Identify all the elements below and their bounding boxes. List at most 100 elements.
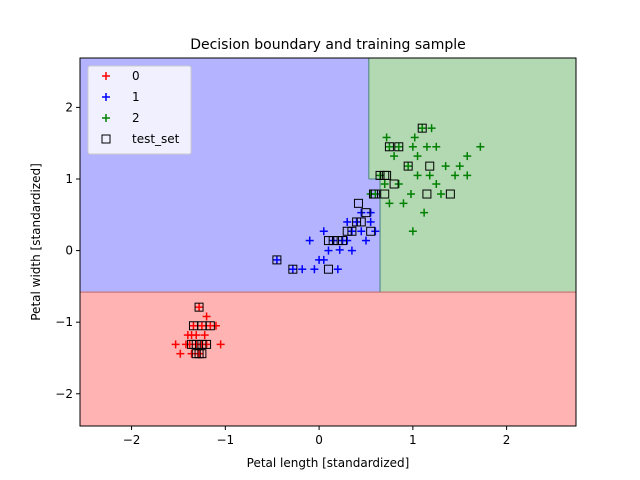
point-class-1-7 — [319, 255, 328, 264]
decision-boundary-lines — [80, 58, 576, 293]
x-tick-label: 0 — [315, 433, 323, 447]
point-class-2-5 — [385, 142, 394, 151]
point-class-1-10 — [333, 265, 342, 274]
test-point-3 — [197, 339, 207, 349]
test-point-28 — [384, 142, 394, 152]
point-class-2-17 — [425, 171, 434, 180]
point-class-2-15 — [420, 208, 429, 217]
test-point-21 — [356, 217, 366, 227]
legend-label-2: 2 — [132, 111, 140, 125]
region-class-2 — [380, 178, 576, 293]
point-class-2-3 — [380, 180, 389, 189]
test-point-6 — [205, 321, 215, 331]
legend-marker-1 — [102, 93, 110, 101]
point-class-1-6 — [319, 227, 328, 236]
test-point-7 — [194, 302, 204, 312]
y-tick-label: 0 — [65, 244, 73, 258]
region-class-0 — [80, 292, 576, 426]
test-point-10 — [187, 339, 197, 349]
test-point-29 — [389, 179, 399, 189]
test-point-9 — [197, 349, 207, 359]
point-class-2-1 — [371, 190, 380, 199]
legend-label-1: 1 — [132, 90, 140, 104]
test-point-18 — [342, 226, 352, 236]
point-class-1-16 — [352, 217, 361, 226]
plot-frame — [79, 57, 577, 427]
x-tick-label: 1 — [409, 433, 417, 447]
test-point-8 — [191, 349, 201, 359]
point-class-1-1 — [288, 265, 297, 274]
point-class-2-29 — [385, 199, 394, 208]
point-class-2-4 — [382, 133, 391, 142]
point-class-1-19 — [366, 217, 375, 226]
test-point-16 — [338, 236, 348, 246]
point-class-2-14 — [418, 124, 427, 133]
point-class-1-3 — [305, 236, 314, 245]
point-class-0-19 — [183, 331, 192, 340]
point-class-1-4 — [310, 265, 319, 274]
x-tick-label: 2 — [503, 433, 511, 447]
point-class-0-7 — [192, 331, 201, 340]
test-set-points — [187, 123, 455, 359]
point-class-0-1 — [176, 349, 185, 358]
point-class-2-25 — [463, 171, 472, 180]
test-point-24 — [353, 198, 363, 208]
x-axis-label: Petal length [standardized] — [247, 456, 410, 470]
decision-regions — [80, 58, 576, 426]
point-class-1-18 — [361, 236, 370, 245]
legend-marker-test_set — [101, 134, 111, 144]
region-class-2 — [368, 58, 576, 179]
point-class-2-12 — [410, 133, 419, 142]
point-class-2-11 — [408, 227, 417, 236]
point-class-0-9 — [197, 321, 206, 330]
test-point-1 — [191, 339, 201, 349]
legend: 0 1 2 test_set — [87, 65, 192, 155]
point-class-2-23 — [451, 171, 460, 180]
point-class-0-17 — [195, 303, 204, 312]
point-class-0-8 — [195, 349, 204, 358]
point-class-2-19 — [432, 142, 441, 151]
point-class-2-8 — [399, 199, 408, 208]
test-point-36 — [380, 170, 390, 180]
test-point-31 — [403, 161, 413, 171]
y-tick-label: −2 — [55, 387, 73, 401]
point-class-2-31 — [413, 171, 422, 180]
point-class-0-11 — [200, 331, 209, 340]
test-point-37 — [368, 189, 378, 199]
point-class-2-10 — [408, 142, 417, 151]
point-class-1-11 — [335, 245, 344, 254]
test-point-26 — [375, 170, 385, 180]
point-class-2-27 — [476, 142, 485, 151]
test-point-23 — [366, 226, 376, 236]
point-class-0-0 — [171, 340, 180, 349]
legend-label-0: 0 — [132, 69, 140, 83]
test-point-33 — [422, 189, 432, 199]
y-axis-ticks: −2 −1 0 1 2 — [55, 100, 80, 401]
test-point-20 — [352, 217, 362, 227]
test-point-4 — [202, 339, 212, 349]
point-class-0-16 — [216, 340, 225, 349]
chart-title: Decision boundary and training sample — [190, 37, 466, 53]
test-point-35 — [445, 189, 455, 199]
point-class-0-5 — [189, 321, 198, 330]
point-class-0-15 — [211, 321, 220, 330]
y-axis-label: Petal width [standardized] — [29, 163, 43, 321]
point-class-0-4 — [187, 349, 196, 358]
point-class-1-23 — [343, 217, 352, 226]
test-point-17 — [323, 264, 333, 274]
point-class-2-16 — [422, 142, 431, 151]
test-point-13 — [323, 236, 333, 246]
y-tick-label: 1 — [65, 172, 73, 186]
test-point-11 — [272, 255, 282, 265]
point-class-1-21 — [357, 208, 366, 217]
test-point-22 — [361, 208, 371, 218]
y-tick-label: −1 — [55, 315, 73, 329]
point-class-2-18 — [427, 124, 436, 133]
point-class-1-14 — [347, 227, 356, 236]
point-class-2-13 — [413, 152, 422, 161]
point-class-2-30 — [394, 180, 403, 189]
point-class-0-12 — [202, 312, 211, 321]
point-class-1-0 — [272, 255, 281, 264]
x-tick-label: −2 — [123, 433, 141, 447]
point-class-2-24 — [455, 162, 464, 171]
